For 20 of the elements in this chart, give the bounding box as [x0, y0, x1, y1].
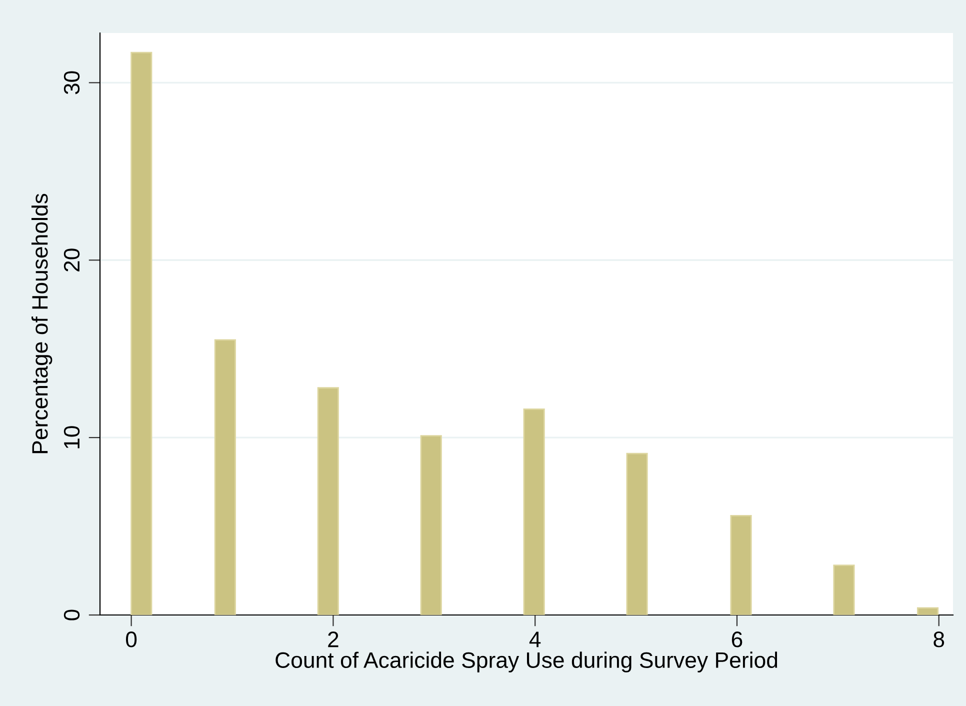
- x-tick-label: 2: [328, 632, 338, 648]
- y-tick-label: 10: [64, 426, 80, 448]
- bar: [730, 514, 752, 615]
- bar: [317, 387, 339, 615]
- x-tick-label: 6: [732, 632, 742, 648]
- x-axis-title: Count of Acaricide Spray Use during Survey Period: [276, 652, 778, 672]
- bar: [130, 52, 152, 615]
- x-tick-label: 0: [126, 632, 137, 648]
- bar: [420, 435, 442, 615]
- y-tick-label: 0: [64, 610, 80, 620]
- y-axis-title: Percentage of Households: [31, 194, 52, 454]
- y-tick-label: 30: [64, 71, 80, 94]
- bar: [214, 339, 236, 615]
- bar: [916, 607, 939, 615]
- x-tick-label: 8: [934, 632, 944, 648]
- x-tick-label: 4: [529, 632, 541, 648]
- y-tick-label: 20: [64, 248, 80, 272]
- bar: [626, 452, 648, 615]
- bar: [523, 408, 545, 615]
- bar: [833, 564, 855, 615]
